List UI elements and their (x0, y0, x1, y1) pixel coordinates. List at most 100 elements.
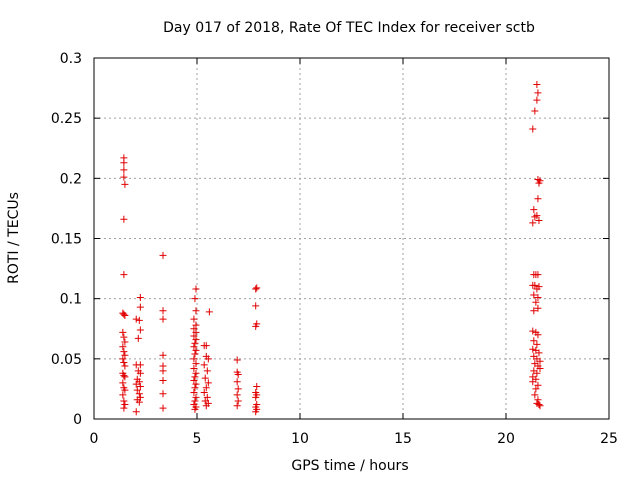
data-point (120, 173, 128, 181)
data-point (159, 251, 167, 259)
data-point (159, 315, 167, 323)
data-point (536, 357, 544, 365)
data-point (119, 343, 127, 351)
data-point (534, 293, 542, 301)
data-points (119, 80, 544, 416)
data-point (191, 295, 199, 303)
data-point (529, 125, 537, 133)
data-point (136, 326, 144, 334)
data-point (132, 380, 140, 388)
data-point (234, 397, 242, 405)
data-point (234, 385, 242, 393)
data-point (192, 321, 200, 329)
data-point (159, 390, 167, 398)
data-point (192, 360, 200, 368)
x-tick-label: 5 (193, 431, 202, 447)
grid-lines (94, 58, 609, 419)
data-point (119, 379, 127, 387)
data-point (120, 333, 128, 341)
data-point (536, 402, 544, 410)
data-point (252, 302, 260, 310)
y-tick-label: 0.05 (51, 352, 82, 368)
data-point (121, 338, 129, 346)
data-point (190, 389, 198, 397)
data-point (121, 373, 129, 381)
axis-ticks: 0 5 10 15 20 25 0 0.05 0.1 0.15 0.2 0.25 0.3 (51, 51, 618, 447)
data-point (535, 179, 543, 187)
data-point (136, 293, 144, 301)
y-tick-label: 0.15 (51, 232, 82, 248)
data-point (530, 206, 538, 214)
data-point (159, 351, 167, 359)
data-point (192, 328, 200, 336)
y-tick-label: 0.1 (60, 292, 82, 308)
data-point (119, 391, 127, 399)
data-point (121, 386, 129, 394)
data-point (120, 159, 128, 167)
data-point (253, 284, 261, 292)
data-point (120, 404, 128, 412)
data-point (532, 385, 540, 393)
data-point (203, 367, 211, 375)
data-point (532, 298, 540, 306)
data-point (132, 408, 140, 416)
data-point (534, 331, 542, 339)
data-point (120, 372, 128, 380)
data-point (534, 396, 542, 404)
x-axis-label: GPS time / hours (291, 458, 408, 474)
data-point (135, 398, 143, 406)
data-point (192, 346, 200, 354)
data-point (530, 291, 538, 299)
data-point (159, 367, 167, 375)
data-point (200, 361, 208, 369)
data-point (535, 349, 543, 357)
plot-frame (93, 57, 610, 420)
data-point (190, 325, 198, 333)
data-point (533, 212, 541, 220)
data-point (121, 312, 129, 320)
data-point (190, 364, 198, 372)
data-point (190, 355, 198, 363)
data-point (205, 308, 213, 316)
data-point (534, 381, 542, 389)
data-point (535, 283, 543, 291)
data-point (533, 96, 541, 104)
data-point (233, 356, 241, 364)
data-point (536, 364, 544, 372)
data-point (190, 376, 198, 384)
data-point (534, 195, 542, 203)
data-point (192, 393, 200, 401)
data-point (192, 307, 200, 315)
data-point (535, 401, 543, 409)
data-point (204, 379, 212, 387)
data-point (192, 285, 200, 293)
data-point (535, 216, 543, 224)
data-point (202, 384, 210, 392)
data-point (190, 315, 198, 323)
x-tick-label: 0 (90, 431, 99, 447)
data-point (529, 345, 537, 353)
data-point (191, 397, 199, 405)
data-point (159, 376, 167, 384)
data-point (204, 355, 212, 363)
data-point (529, 378, 537, 386)
data-point (119, 328, 127, 336)
data-point (529, 327, 537, 335)
data-point (191, 339, 199, 347)
data-point (200, 389, 208, 397)
data-point (533, 340, 541, 348)
data-point (192, 369, 200, 377)
data-point (233, 402, 241, 410)
data-point (252, 408, 260, 416)
data-point (135, 316, 143, 324)
data-point (252, 322, 260, 330)
data-point (159, 307, 167, 315)
data-point (202, 402, 210, 410)
y-axis-label: ROTI / TECUs (6, 192, 22, 284)
data-point (136, 383, 144, 391)
data-point (136, 303, 144, 311)
data-point (120, 166, 128, 174)
data-point (233, 378, 241, 386)
data-point (252, 285, 260, 293)
